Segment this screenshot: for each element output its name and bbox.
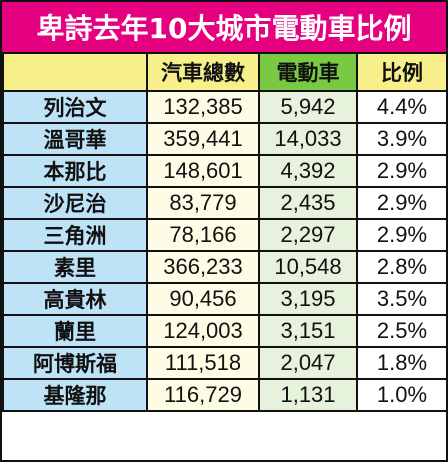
ratio-cell: 2.8%: [356, 250, 448, 284]
ratio-cell: 2.9%: [356, 218, 448, 252]
total-cars-cell: 148,601: [146, 154, 260, 188]
table-row: 蘭里 124,003 3,151 2.5%: [2, 314, 448, 348]
total-cars-cell: 359,441: [146, 122, 260, 156]
city-cell: 三角洲: [2, 218, 148, 252]
ratio-cell: 3.5%: [356, 282, 448, 316]
total-cars-cell: 83,779: [146, 186, 260, 220]
city-cell: 沙尼治: [2, 186, 148, 220]
total-cars-cell: 116,729: [146, 378, 260, 412]
ev-count-cell: 2,435: [258, 186, 358, 220]
table-row: 阿博斯福 111,518 2,047 1.8%: [2, 346, 448, 380]
header-row: 汽車總數 電動車 比例: [2, 52, 448, 92]
ev-count-cell: 3,151: [258, 314, 358, 348]
city-cell: 高貴林: [2, 282, 148, 316]
total-cars-cell: 78,166: [146, 218, 260, 252]
city-cell: 溫哥華: [2, 122, 148, 156]
total-cars-cell: 132,385: [146, 90, 260, 124]
ratio-cell: 1.0%: [356, 378, 448, 412]
city-cell: 本那比: [2, 154, 148, 188]
table-row: 列治文 132,385 5,942 4.4%: [2, 90, 448, 124]
ratio-cell: 2.9%: [356, 186, 448, 220]
ev-count-cell: 2,047: [258, 346, 358, 380]
total-cars-cell: 124,003: [146, 314, 260, 348]
header-ev: 電動車: [258, 52, 358, 92]
table-row: 沙尼治 83,779 2,435 2.9%: [2, 186, 448, 220]
ratio-cell: 1.8%: [356, 346, 448, 380]
ev-count-cell: 1,131: [258, 378, 358, 412]
header-city: [2, 52, 148, 92]
total-cars-cell: 90,456: [146, 282, 260, 316]
ratio-cell: 2.5%: [356, 314, 448, 348]
header-total-cars: 汽車總數: [146, 52, 260, 92]
ratio-cell: 2.9%: [356, 154, 448, 188]
total-cars-cell: 111,518: [146, 346, 260, 380]
table-row: 三角洲 78,166 2,297 2.9%: [2, 218, 448, 252]
ratio-cell: 4.4%: [356, 90, 448, 124]
data-table: 汽車總數 電動車 比例 列治文 132,385 5,942 4.4% 溫哥華 359,44…: [2, 52, 448, 412]
table-body: 列治文 132,385 5,942 4.4% 溫哥華 359,441 14,033 3.9% 本…: [2, 90, 448, 412]
city-cell: 基隆那: [2, 378, 148, 412]
ev-count-cell: 3,195: [258, 282, 358, 316]
city-cell: 阿博斯福: [2, 346, 148, 380]
ev-count-cell: 2,297: [258, 218, 358, 252]
header-ratio: 比例: [356, 52, 448, 92]
table-row: 溫哥華 359,441 14,033 3.9%: [2, 122, 448, 156]
ev-count-cell: 4,392: [258, 154, 358, 188]
table-row: 素里 366,233 10,548 2.8%: [2, 250, 448, 284]
ratio-cell: 3.9%: [356, 122, 448, 156]
ev-count-cell: 10,548: [258, 250, 358, 284]
city-cell: 素里: [2, 250, 148, 284]
ev-count-cell: 14,033: [258, 122, 358, 156]
table-row: 基隆那 116,729 1,131 1.0%: [2, 378, 448, 412]
chart-title: 卑詩去年10大城市電動車比例: [2, 2, 446, 52]
table-row: 本那比 148,601 4,392 2.9%: [2, 154, 448, 188]
total-cars-cell: 366,233: [146, 250, 260, 284]
ev-count-cell: 5,942: [258, 90, 358, 124]
table-row: 高貴林 90,456 3,195 3.5%: [2, 282, 448, 316]
city-cell: 蘭里: [2, 314, 148, 348]
city-cell: 列治文: [2, 90, 148, 124]
